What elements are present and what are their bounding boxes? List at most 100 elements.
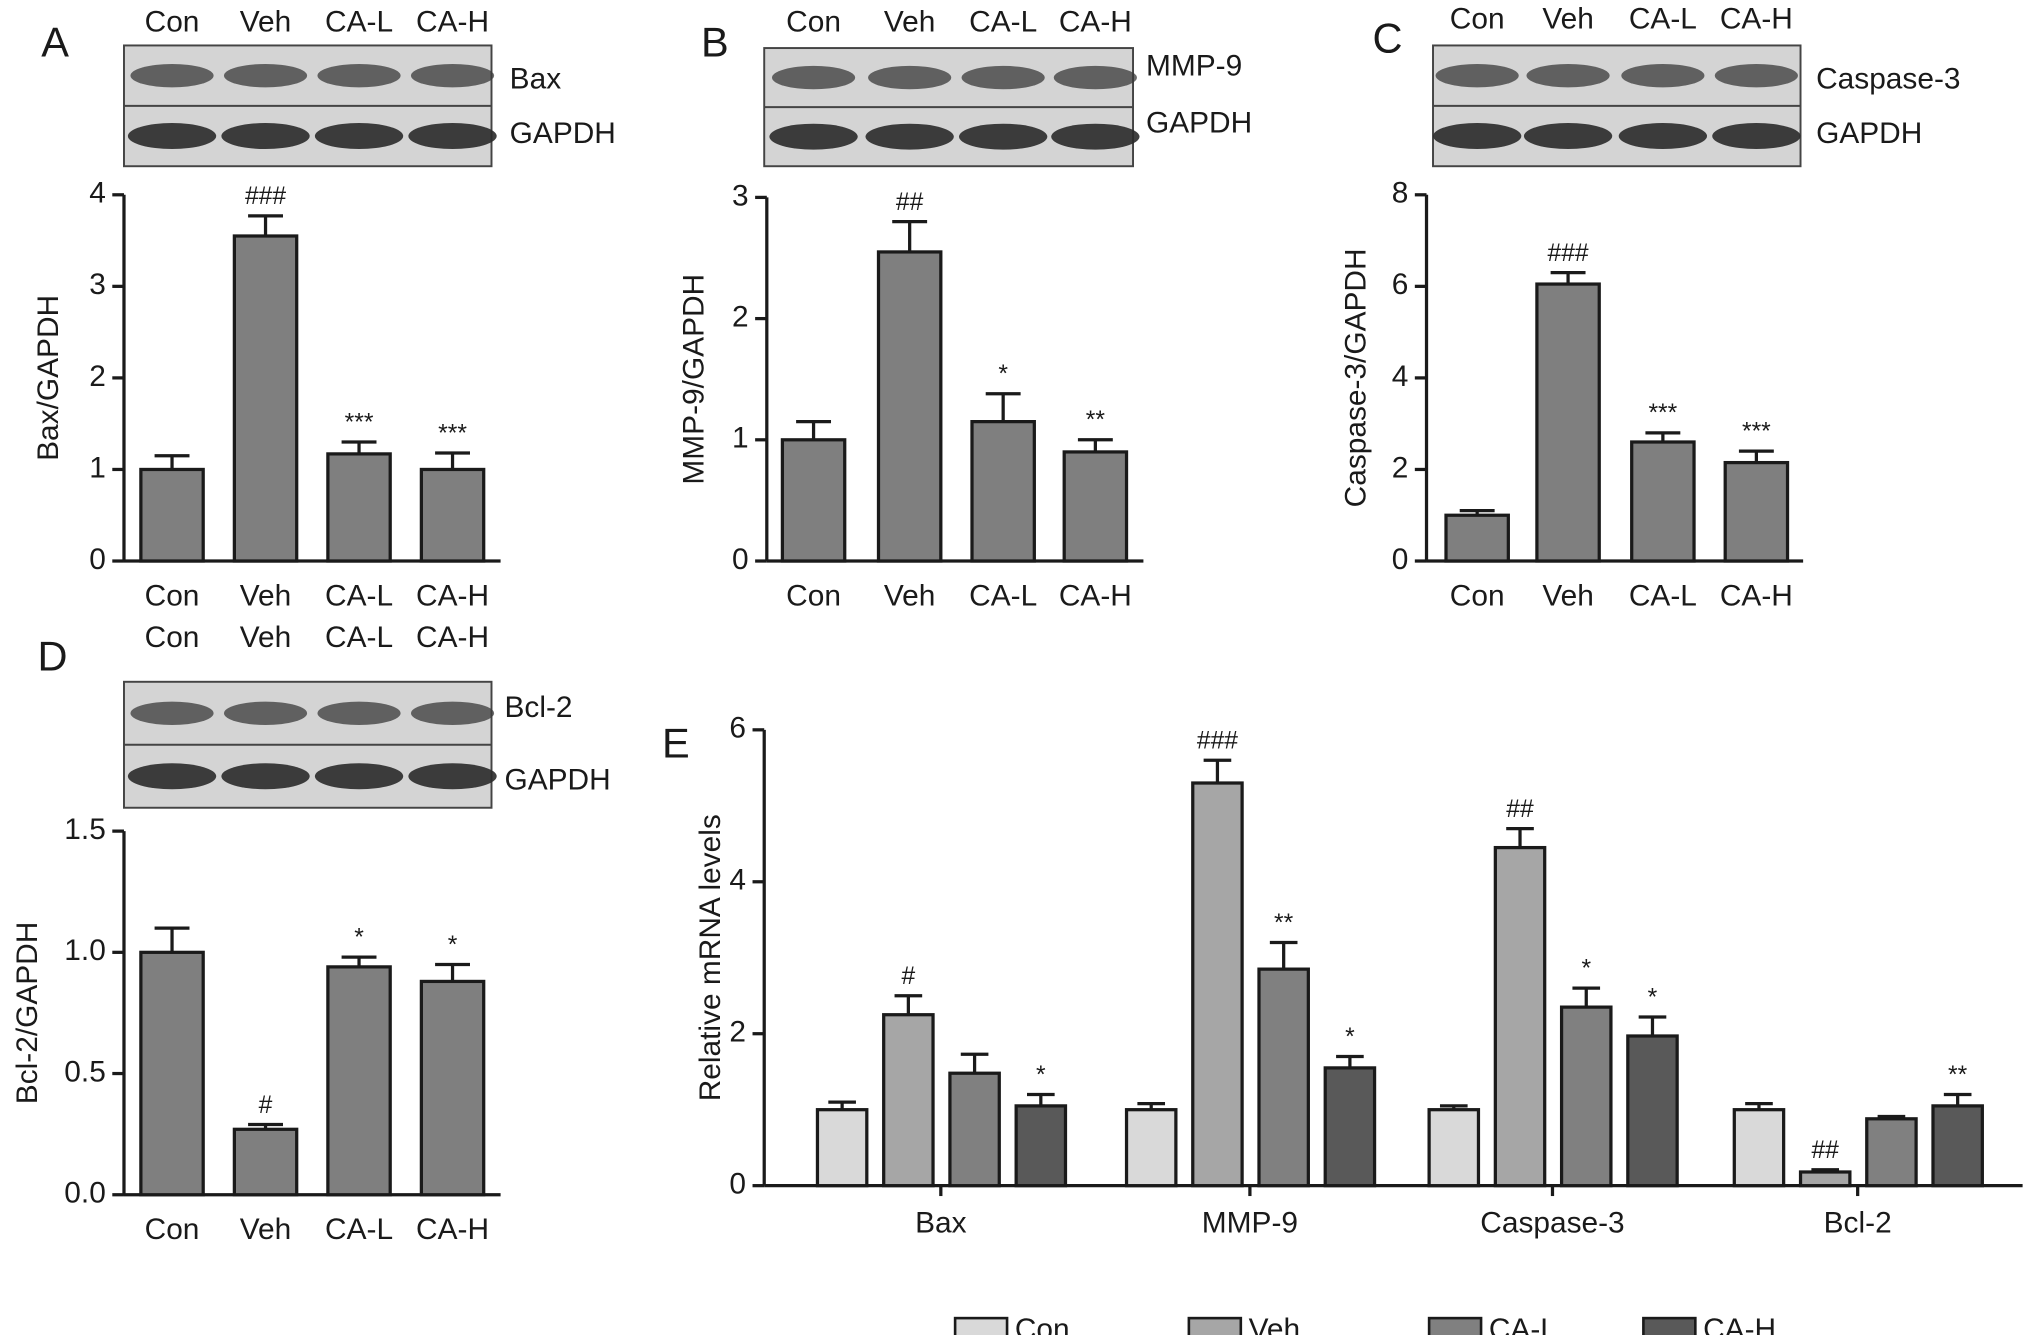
blot-lane-label: Con <box>786 5 841 38</box>
x-tick-label: CA-L <box>325 579 393 612</box>
bar <box>1257 967 1310 1188</box>
bar <box>1124 1108 1178 1188</box>
blot-lane-label: CA-L <box>969 5 1037 38</box>
significance-label: ** <box>1274 910 1294 937</box>
x-tick-label: CA-L <box>969 579 1037 612</box>
x-tick-label: Con <box>145 1213 200 1246</box>
blot-lane-label: Veh <box>884 5 935 38</box>
blot-band <box>223 701 308 725</box>
y-tick-label: 0 <box>729 1168 746 1201</box>
blot-band <box>1051 123 1140 150</box>
blot-lane-label: Con <box>1450 3 1505 36</box>
blot-band <box>769 123 858 150</box>
blot-lane-label: Veh <box>240 621 291 654</box>
blot-lane-label: CA-L <box>1629 3 1697 36</box>
blot-band <box>868 65 952 90</box>
panel-letter: B <box>701 18 729 65</box>
blot-lane-label: CA-H <box>416 5 489 38</box>
y-tick-label: 1 <box>732 422 749 455</box>
blot-band <box>314 123 404 150</box>
significance-label: ## <box>1811 1137 1839 1164</box>
bar <box>1535 282 1601 563</box>
legend-swatch <box>1427 1316 1483 1335</box>
y-tick-label: 0 <box>89 543 106 576</box>
significance-label: ** <box>1086 407 1106 434</box>
blot-band <box>1621 63 1705 88</box>
blot-band <box>221 123 310 150</box>
x-tick-label: Bcl-2 <box>1824 1207 1892 1240</box>
blot-band <box>130 63 214 88</box>
blot-band <box>127 123 217 150</box>
blot-lane-label: CA-H <box>1059 5 1132 38</box>
blot-band <box>961 65 1045 90</box>
legend-swatch <box>953 1316 1009 1335</box>
blot-lane-label: CA-H <box>1720 3 1793 36</box>
y-tick-label: 4 <box>89 177 106 210</box>
legend-swatch <box>1187 1316 1243 1335</box>
blot-band <box>221 763 310 790</box>
significance-label: * <box>448 932 458 959</box>
x-tick-label: Con <box>145 579 200 612</box>
y-axis-label: Bcl-2/GAPDH <box>11 922 44 1105</box>
blot-lane-label: Veh <box>1542 3 1593 36</box>
blot-lane-label: Veh <box>240 5 291 38</box>
blot-band <box>1435 63 1519 88</box>
bar <box>815 1108 869 1188</box>
blot-band <box>317 701 401 725</box>
blot-protein-label: GAPDH <box>510 117 616 150</box>
bar <box>1427 1108 1481 1188</box>
legend-label: CA-H <box>1703 1313 1776 1335</box>
legend-label: CA-L <box>1489 1313 1557 1335</box>
blot-band <box>410 63 495 88</box>
y-tick-label: 3 <box>732 179 749 212</box>
x-tick-label: Veh <box>884 579 935 612</box>
y-tick-label: 4 <box>1392 360 1409 393</box>
blot-band <box>223 63 308 88</box>
blot-lane-label: Con <box>145 5 200 38</box>
bar <box>1062 450 1129 563</box>
significance-label: *** <box>1648 400 1677 427</box>
y-axis-label: Relative mRNA levels <box>694 814 727 1101</box>
x-tick-label: Con <box>1450 579 1505 612</box>
y-tick-label: 4 <box>729 864 746 897</box>
y-tick-label: 3 <box>89 268 106 301</box>
blot-protein-label: GAPDH <box>504 764 610 797</box>
blot-band <box>1714 63 1798 88</box>
bar <box>1444 513 1510 563</box>
significance-label: ### <box>245 183 286 210</box>
y-axis-label: Bax/GAPDH <box>32 295 65 461</box>
y-tick-label: 0.0 <box>64 1177 106 1210</box>
blot-band <box>410 701 495 725</box>
significance-label: ## <box>896 189 924 216</box>
y-tick-label: 1.5 <box>64 813 106 846</box>
y-tick-label: 1 <box>89 451 106 484</box>
bar <box>780 438 847 563</box>
y-tick-label: 8 <box>1392 177 1409 210</box>
bar <box>1630 440 1696 563</box>
blot-band <box>317 63 401 88</box>
blot-band <box>772 65 856 90</box>
legend-swatch <box>1642 1316 1697 1335</box>
significance-label: # <box>902 963 916 990</box>
blot-band <box>1053 65 1137 90</box>
bar <box>419 979 486 1197</box>
blot-lane-label: CA-H <box>416 621 489 654</box>
significance-label: # <box>259 1092 273 1119</box>
blot-band <box>408 763 497 790</box>
x-tick-label: Veh <box>240 1213 291 1246</box>
x-tick-label: CA-H <box>416 1213 489 1246</box>
bar <box>1798 1170 1852 1188</box>
blot-band <box>1526 63 1610 88</box>
blot-protein-label: MMP-9 <box>1146 49 1242 82</box>
blot-band <box>1712 123 1801 150</box>
y-tick-label: 2 <box>1392 451 1409 484</box>
panel-letter: D <box>38 633 68 680</box>
bar <box>326 965 392 1197</box>
y-axis-label: Caspase-3/GAPDH <box>1340 248 1373 507</box>
panel-letter: E <box>662 720 690 767</box>
significance-label: ### <box>1197 728 1238 755</box>
blot-band <box>408 123 497 150</box>
blot-protein-label: Bcl-2 <box>504 691 572 724</box>
bar <box>1191 781 1244 1188</box>
